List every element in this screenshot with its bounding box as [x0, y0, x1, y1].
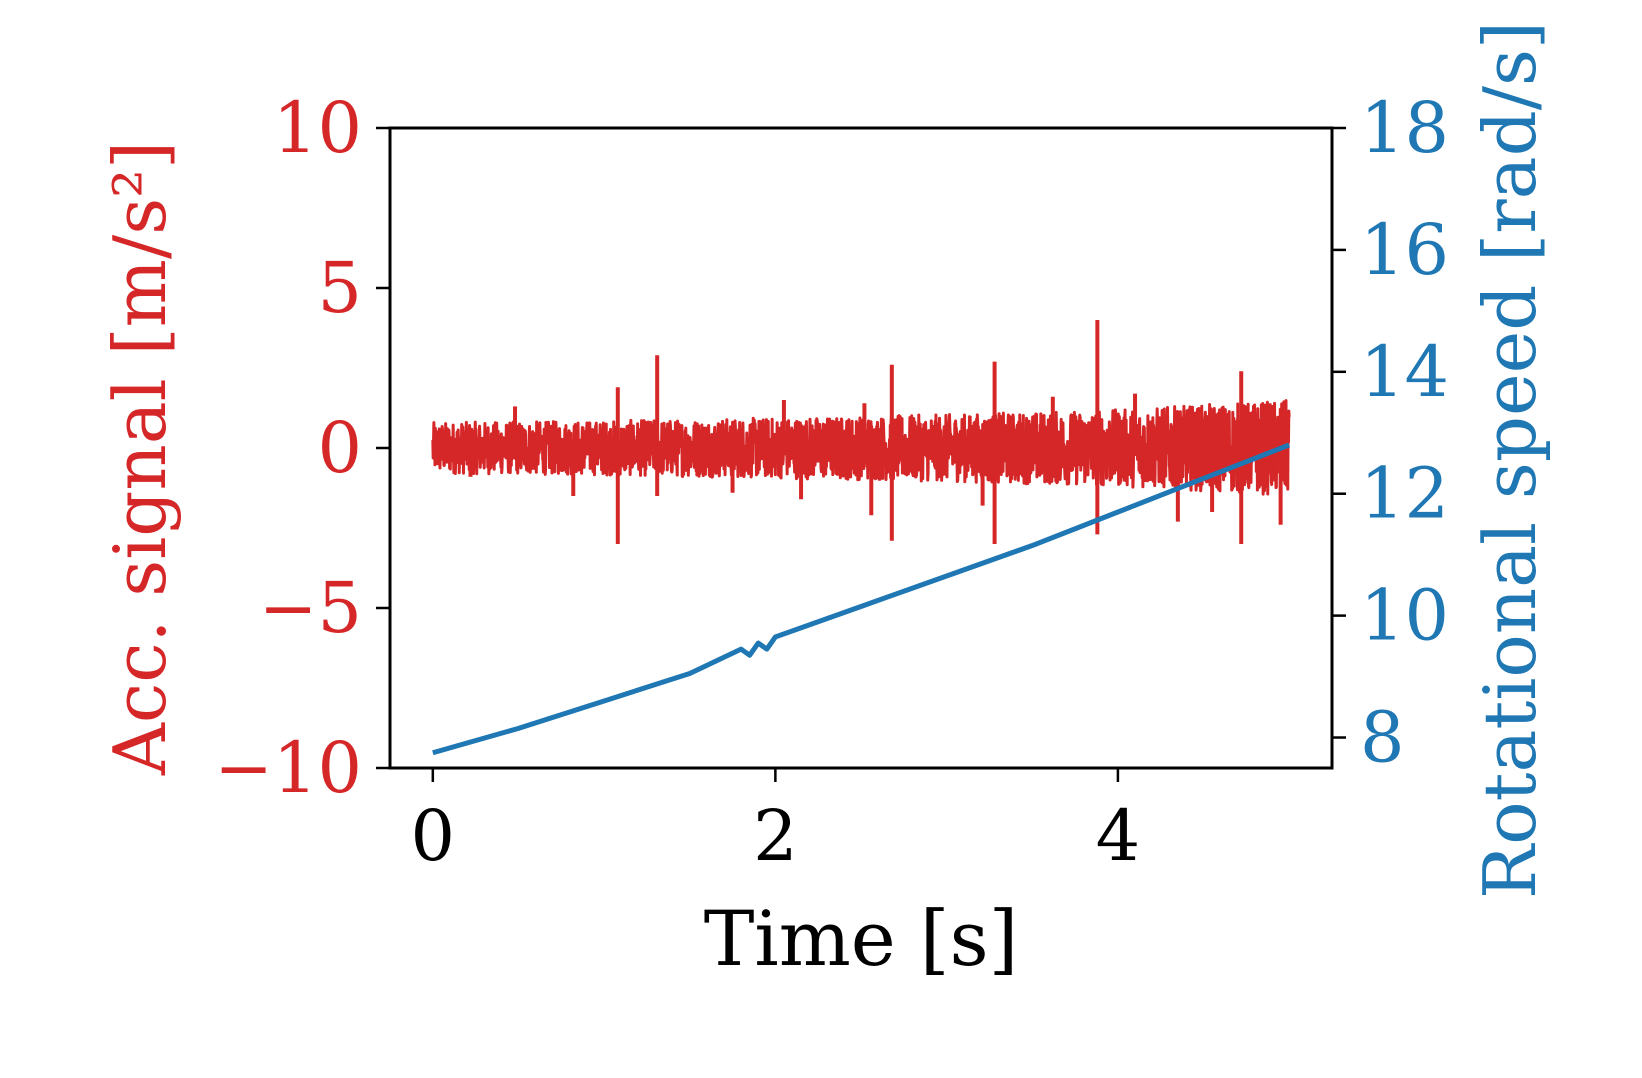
- left-y-tick-label: 0: [317, 407, 362, 489]
- rotational-speed-line: [432, 442, 1291, 756]
- left-y-axis-label: Acc. signal [m/s²]: [98, 141, 182, 776]
- x-axis: 0 2 4: [411, 768, 1141, 877]
- acc-signal-series: [431, 320, 1291, 544]
- x-tick-label: 0: [411, 795, 456, 877]
- right-y-tick-label: 10: [1360, 575, 1449, 657]
- right-y-axis: 8 10 12 14 16 18: [1332, 87, 1449, 779]
- plot-area: [431, 320, 1291, 756]
- right-y-tick-label: 16: [1360, 209, 1449, 291]
- acc-signal-line: [431, 399, 1291, 496]
- left-y-tick-label: −10: [214, 727, 362, 809]
- x-tick-label: 2: [753, 795, 798, 877]
- x-axis-label: Time [s]: [704, 894, 1019, 983]
- right-y-tick-label: 14: [1360, 331, 1449, 413]
- right-y-tick-label: 12: [1360, 453, 1449, 535]
- left-y-tick-label: 5: [317, 247, 362, 329]
- left-y-axis: −10 −5 0 5 10: [214, 87, 390, 809]
- left-y-tick-label: −5: [259, 567, 362, 649]
- right-y-tick-label: 18: [1360, 87, 1449, 169]
- rotational-speed-series: [432, 442, 1291, 756]
- left-y-tick-label: 10: [273, 87, 362, 169]
- right-y-axis-label: Rotational speed [rad/s]: [1468, 21, 1552, 899]
- right-y-tick-label: 8: [1360, 697, 1405, 779]
- x-tick-label: 4: [1096, 795, 1141, 877]
